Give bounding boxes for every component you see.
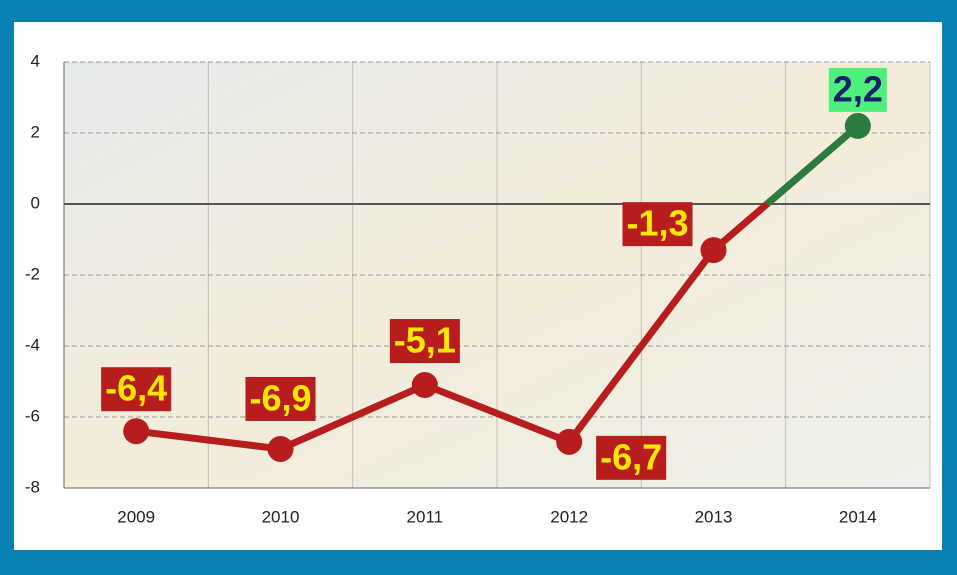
data-point <box>844 112 871 139</box>
x-tick-label: 2011 <box>407 507 444 526</box>
y-tick-label: -4 <box>25 335 40 354</box>
positive-segment <box>764 123 861 207</box>
value-label-box <box>828 67 887 112</box>
x-tick-label: 2014 <box>839 507 877 526</box>
value-label: -1,3 <box>626 203 688 244</box>
value-label-box <box>622 202 693 247</box>
y-tick-label: -8 <box>25 477 40 496</box>
value-label: -5,1 <box>394 320 456 361</box>
y-tick-label: 2 <box>31 122 40 141</box>
data-point <box>700 237 727 264</box>
y-tick-label: -2 <box>25 264 40 283</box>
x-tick-label: 2010 <box>262 507 300 526</box>
value-label: -6,4 <box>105 368 167 409</box>
data-point <box>556 428 583 455</box>
value-label-box <box>389 319 460 364</box>
value-label: 2,2 <box>833 68 883 109</box>
value-label: -6,7 <box>600 436 662 477</box>
data-point <box>411 372 438 399</box>
x-tick-label: 2009 <box>117 507 155 526</box>
value-label-box <box>101 367 172 412</box>
y-tick-label: 0 <box>31 193 40 212</box>
y-tick-label: -6 <box>25 406 40 425</box>
value-label: -6,9 <box>249 377 311 418</box>
x-tick-label: 2013 <box>695 507 733 526</box>
data-point <box>123 418 150 445</box>
y-tick-label: 4 <box>31 51 40 70</box>
value-label-box <box>596 435 667 480</box>
x-tick-label: 2012 <box>550 507 588 526</box>
value-label-box <box>245 376 316 421</box>
data-line <box>135 123 861 453</box>
data-point <box>267 435 294 462</box>
